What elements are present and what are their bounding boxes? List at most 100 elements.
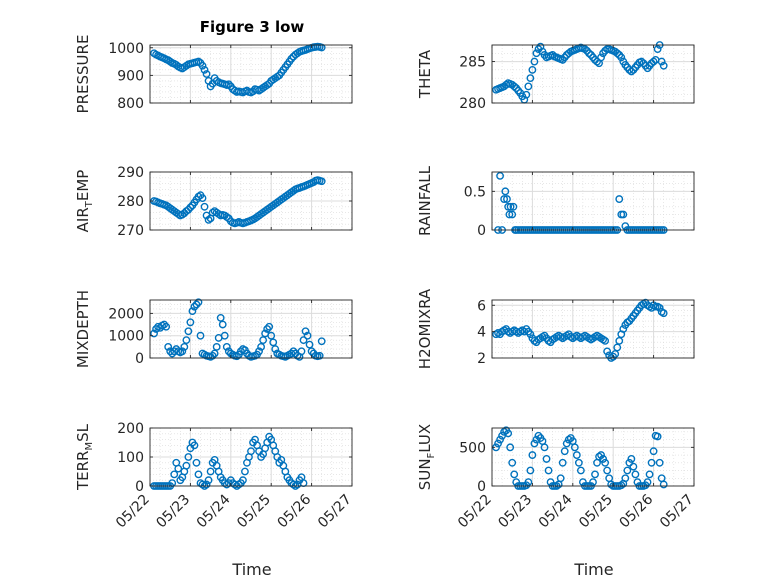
data-point	[247, 447, 255, 456]
y-axis-label: MIXDEPTH	[74, 290, 92, 368]
data-point	[544, 466, 553, 475]
data-point	[504, 202, 513, 211]
data-point	[619, 210, 628, 219]
data-point	[649, 447, 658, 456]
data-point	[196, 331, 205, 340]
data-point	[510, 82, 519, 91]
data-point	[653, 45, 662, 54]
data-point	[603, 466, 612, 475]
data-point	[595, 452, 603, 461]
y-tick-label: 1000	[108, 329, 144, 345]
data-point	[496, 435, 504, 444]
axes-frame	[491, 171, 695, 231]
data-point	[508, 458, 517, 467]
y-tick-label: 290	[117, 165, 144, 181]
data-point	[194, 470, 203, 479]
y-tick-label: 100	[117, 450, 144, 466]
data-point	[617, 481, 626, 490]
axes-frame	[149, 299, 353, 359]
y-tick-label: 4	[477, 325, 486, 341]
data-point	[589, 478, 597, 487]
data-point	[224, 80, 233, 89]
data-point	[496, 171, 504, 180]
data-point	[269, 338, 278, 347]
data-point	[637, 57, 646, 66]
data-point	[501, 187, 510, 196]
data-point	[512, 478, 521, 487]
data-point	[315, 351, 324, 360]
data-point	[299, 336, 308, 345]
data-point	[194, 298, 203, 307]
data-point	[560, 447, 569, 456]
data-point	[615, 195, 624, 203]
y-tick-label: 900	[117, 68, 144, 84]
data-point	[579, 478, 587, 487]
y-tick-label: 0	[477, 223, 486, 239]
data-point	[198, 61, 207, 70]
data-point	[619, 325, 628, 333]
data-point	[200, 202, 209, 211]
y-tick-label: 800	[117, 96, 144, 112]
data-point	[200, 65, 209, 74]
data-point	[522, 90, 531, 99]
data-point	[506, 202, 515, 211]
x-axis-label-right: Time	[573, 560, 613, 579]
data-point	[188, 307, 197, 316]
data-point	[530, 439, 539, 448]
data-point	[208, 351, 217, 360]
data-point	[259, 336, 268, 345]
data-point	[192, 458, 201, 467]
y-tick-label: 285	[459, 55, 486, 71]
data-point	[509, 202, 518, 211]
data-point	[303, 331, 312, 340]
data-point	[540, 443, 549, 452]
data-point	[267, 331, 276, 340]
data-point	[572, 451, 581, 459]
data-point	[204, 476, 213, 485]
data-point	[239, 476, 247, 485]
figure-title: Figure 3 low	[200, 18, 305, 36]
data-point	[526, 74, 535, 83]
data-point	[164, 342, 173, 351]
data-point	[178, 347, 187, 356]
data-point	[601, 336, 610, 345]
data-point	[317, 337, 326, 346]
data-point	[659, 309, 668, 318]
data-point	[317, 177, 326, 186]
y-tick-label: 280	[117, 194, 144, 210]
axes-frame	[491, 299, 695, 359]
data-point	[506, 443, 515, 452]
data-point	[206, 467, 215, 476]
y-tick-label: 0.5	[464, 184, 486, 200]
data-point	[603, 347, 612, 356]
data-point	[613, 343, 622, 352]
data-point	[611, 350, 620, 358]
data-point	[232, 352, 241, 361]
y-tick-label: 1000	[108, 41, 144, 57]
data-point	[597, 53, 605, 62]
data-point	[287, 54, 296, 63]
data-point	[510, 470, 519, 479]
y-axis-label: TERRMSL	[74, 423, 95, 491]
data-point	[659, 61, 668, 70]
y-axis-label: AIRTEMP	[74, 170, 95, 233]
data-point	[655, 458, 664, 467]
data-point	[500, 427, 509, 436]
data-point	[528, 65, 537, 74]
data-point	[271, 345, 280, 353]
y-axis-label: THETA	[416, 49, 434, 99]
data-point	[627, 67, 636, 76]
data-point	[184, 327, 193, 336]
data-point	[218, 320, 227, 329]
data-point	[556, 474, 565, 483]
data-point	[633, 478, 642, 487]
data-point	[305, 340, 314, 349]
data-point	[613, 49, 622, 58]
data-point	[210, 349, 219, 358]
data-point	[526, 330, 535, 339]
data-point	[524, 478, 533, 487]
data-point	[317, 43, 326, 52]
x-axis-label-left: Time	[231, 560, 271, 579]
data-point	[222, 342, 231, 351]
